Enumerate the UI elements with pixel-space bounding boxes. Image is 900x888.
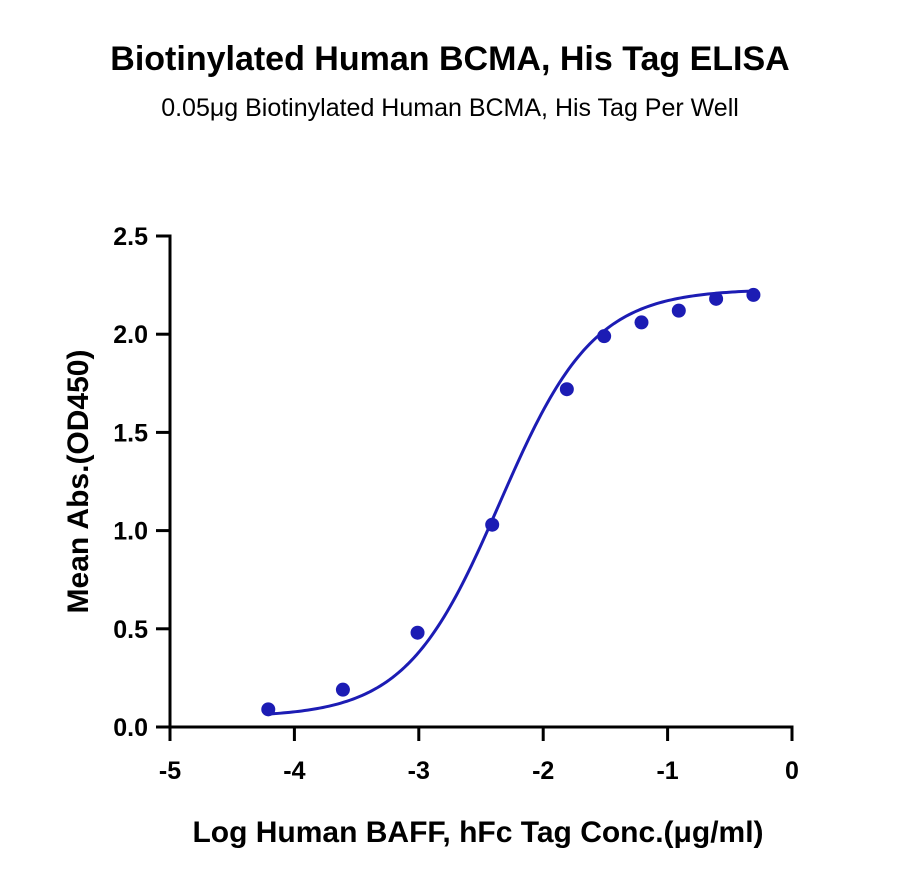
data-point	[559, 382, 574, 397]
y-tick-label: 1.5	[113, 419, 148, 447]
data-point	[335, 682, 350, 697]
data-point	[410, 625, 425, 640]
y-tick-label: 1.0	[113, 518, 148, 546]
x-tick-label: -5	[159, 757, 181, 785]
y-tick-label: 2.0	[113, 321, 148, 349]
chart-subtitle: 0.05μg Biotinylated Human BCMA, His Tag …	[161, 94, 739, 122]
x-tick-label: -2	[532, 757, 554, 785]
y-tick-label: 2.5	[113, 223, 148, 251]
chart-title: Biotinylated Human BCMA, His Tag ELISA	[110, 40, 790, 78]
y-ticks: 0.0 0.5 1.0 1.5 2.0 2.5	[113, 223, 170, 742]
x-tick-label: -3	[408, 757, 430, 785]
fit-curve	[268, 289, 754, 716]
data-points	[261, 287, 761, 717]
data-point	[634, 315, 649, 330]
axes	[168, 234, 794, 729]
data-point	[746, 287, 761, 302]
x-tick-label: -4	[283, 757, 305, 785]
data-point	[485, 517, 500, 532]
data-point	[671, 303, 686, 318]
x-tick-label: 0	[785, 757, 799, 785]
data-point	[261, 702, 276, 717]
data-point	[709, 291, 724, 306]
x-ticks: -5 -4 -3 -2 -1 0	[159, 727, 799, 785]
x-axis-title: Log Human BAFF, hFc Tag Conc.(μg/ml)	[192, 816, 763, 849]
y-axis-title: Mean Abs.(OD450)	[62, 350, 95, 614]
y-tick-label: 0.5	[113, 616, 148, 644]
y-tick-label: 0.0	[113, 714, 148, 742]
data-point	[597, 329, 612, 344]
x-tick-label: -1	[656, 757, 678, 785]
